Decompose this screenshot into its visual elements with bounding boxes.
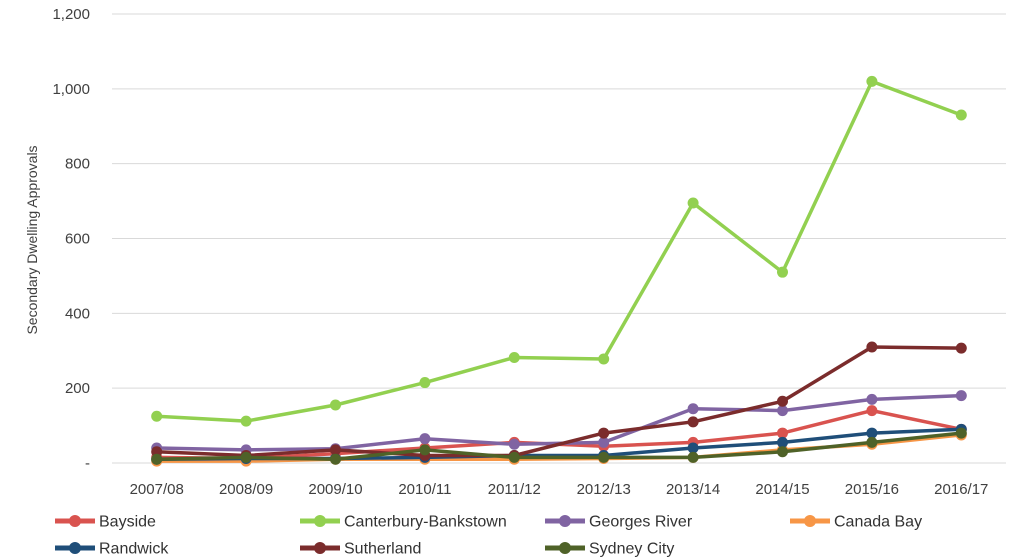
x-tick-label: 2007/08: [130, 481, 184, 498]
x-tick-label: 2012/13: [577, 481, 631, 498]
gridlines: [112, 13, 1006, 464]
legend-swatch-marker: [314, 515, 326, 527]
data-point: [508, 451, 520, 463]
legend-item: Bayside: [55, 514, 156, 531]
y-tick-label: 400: [65, 305, 90, 322]
data-point: [777, 395, 788, 407]
data-point: [330, 444, 341, 456]
data-point: [866, 341, 878, 353]
legend-label: Canada Bay: [834, 514, 922, 531]
legend-label: Canterbury-Bankstown: [344, 514, 507, 531]
x-tick-label: 2010/11: [398, 481, 451, 498]
series-line: [156, 408, 962, 461]
legend-swatch-marker: [559, 542, 571, 554]
y-axis-title: Secondary Dwelling Approvals: [24, 145, 40, 334]
series-line: [156, 79, 962, 423]
data-point: [687, 451, 699, 463]
data-point: [151, 410, 163, 422]
data-point: [777, 405, 788, 417]
legend: Bayside Canterbury-Bankstown Georges River…: [55, 514, 922, 558]
data-point: [866, 436, 878, 448]
data-point: [687, 416, 699, 428]
series-line: [156, 393, 962, 452]
series-line: [156, 431, 962, 462]
y-tick-label: 200: [65, 380, 90, 397]
x-tick-label: 2008/09: [219, 481, 273, 498]
x-tick-label: 2011/12: [488, 481, 541, 498]
legend-item: Sutherland: [300, 541, 421, 558]
data-point: [777, 266, 788, 278]
legend-label: Georges River: [589, 514, 693, 531]
data-point: [866, 427, 878, 439]
data-point: [777, 427, 788, 439]
data-point: [777, 446, 788, 458]
legend-item: Sydney City: [545, 541, 674, 558]
legend-swatch-marker: [69, 542, 81, 554]
data-point: [330, 453, 341, 465]
legend-item: Georges River: [545, 514, 693, 531]
data-point: [687, 403, 699, 415]
data-point: [240, 415, 252, 427]
data-point: [866, 405, 878, 417]
data-point: [866, 75, 878, 87]
data-point: [598, 427, 610, 439]
data-point: [777, 436, 788, 448]
data-point: [508, 351, 520, 363]
legend-swatch-marker: [559, 515, 571, 527]
x-tick-label: 2016/17: [934, 481, 988, 498]
data-point: [419, 433, 431, 445]
x-tick-label: 2014/15: [755, 481, 809, 498]
data-point: [598, 451, 610, 463]
data-point: [866, 393, 878, 405]
legend-swatch-marker: [69, 515, 81, 527]
x-tick-label: 2015/16: [845, 481, 899, 498]
legend-item: Canterbury-Bankstown: [300, 514, 507, 531]
legend-swatch-marker: [804, 515, 816, 527]
data-point: [508, 438, 520, 450]
x-tick-label: 2009/10: [308, 481, 362, 498]
y-axis-ticks: - 200 400 600 800 1,000 1,200: [52, 6, 90, 472]
legend-item: Randwick: [55, 541, 169, 558]
series-1: [151, 75, 967, 427]
data-point: [240, 451, 252, 463]
data-point: [955, 109, 967, 121]
data-point: [955, 390, 967, 402]
series-lines: [151, 75, 967, 467]
legend-swatch-marker: [314, 542, 326, 554]
data-point: [687, 197, 699, 209]
data-point: [598, 353, 610, 365]
legend-label: Sutherland: [344, 541, 421, 558]
y-tick-label: -: [85, 455, 90, 472]
data-point: [955, 427, 967, 439]
data-point: [330, 399, 341, 411]
data-point: [419, 444, 431, 456]
y-tick-label: 1,200: [52, 6, 90, 23]
legend-label: Randwick: [99, 541, 169, 558]
data-point: [419, 377, 431, 389]
x-tick-label: 2013/14: [666, 481, 720, 498]
legend-label: Sydney City: [589, 541, 674, 558]
series-line: [156, 345, 962, 458]
x-axis-ticks: 2007/08 2008/09 2009/10 2010/11 2011/12 2012/…: [130, 481, 989, 498]
y-tick-label: 800: [65, 156, 90, 173]
data-point: [151, 453, 163, 465]
y-tick-label: 1,000: [52, 81, 90, 98]
y-tick-label: 600: [65, 231, 90, 248]
legend-item: Canada Bay: [790, 514, 922, 531]
legend-label: Bayside: [99, 514, 156, 531]
series-6: [151, 427, 967, 465]
data-point: [955, 342, 967, 354]
data-point: [598, 436, 610, 448]
data-point: [687, 442, 699, 454]
